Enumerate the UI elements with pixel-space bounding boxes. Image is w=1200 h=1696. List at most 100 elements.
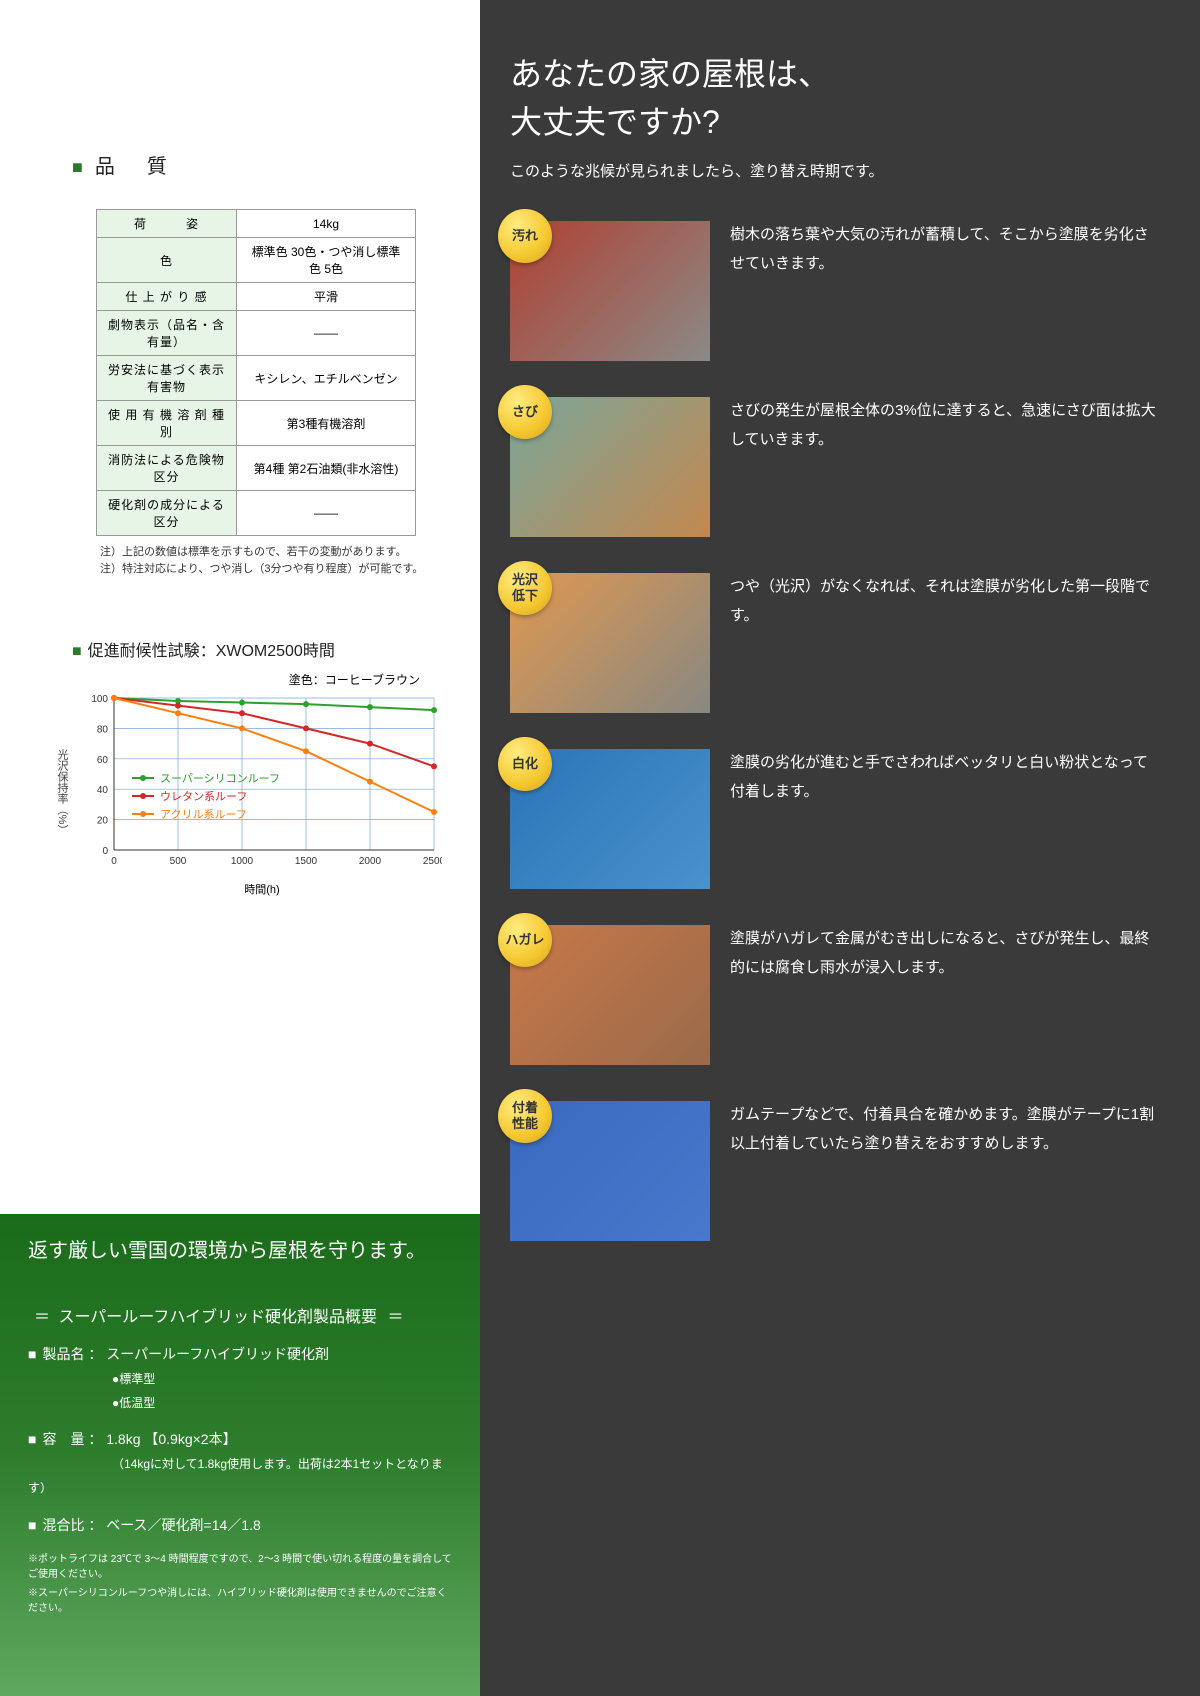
overview-sub: ●標準型 bbox=[112, 1372, 155, 1386]
table-note: 注）特注対応により、つや消し（3分つや有り程度）が可能です。 bbox=[100, 561, 440, 578]
table-label: 色 bbox=[97, 238, 237, 283]
symptom-description: 塗膜の劣化が進むと手でさわればベッタリと白い粉状となって付着します。 bbox=[730, 749, 1160, 889]
table-row: 色標準色 30色・つや消し標準色 5色 bbox=[97, 238, 416, 283]
symptom-image: 汚れ bbox=[510, 221, 710, 361]
table-note: 注）上記の数値は標準を示すもので、若干の変動があります。 bbox=[100, 544, 440, 561]
svg-text:60: 60 bbox=[97, 755, 109, 766]
line-chart: 02040608010005001000150020002500スーパーシリコン… bbox=[82, 692, 442, 872]
green-band: 返す厳しい雪国の環境から屋根を守ります。 ＝ スーパールーフハイブリッド硬化剤製… bbox=[0, 1214, 480, 1696]
symptom-tag: 汚れ bbox=[498, 209, 552, 263]
symptom-tag: ハガレ bbox=[498, 913, 552, 967]
table-label: 硬化剤の成分による区分 bbox=[97, 491, 237, 536]
symptom-item: 光沢低下つや（光沢）がなくなれば、それは塗膜が劣化した第一段階です。 bbox=[510, 573, 1160, 713]
table-label: 劇物表示（品名・含有量） bbox=[97, 311, 237, 356]
overview-footnote: ※スーパーシリコンルーフつや消しには、ハイブリッド硬化剤は使用できませんのでご注… bbox=[28, 1586, 452, 1616]
table-row: 労安法に基づく表示有害物キシレン、エチルベンゼン bbox=[97, 356, 416, 401]
weathering-chart: 光沢保持率（%） 0204060801000500100015002000250… bbox=[82, 692, 442, 892]
symptom-description: ガムテープなどで、付着具合を確かめます。塗膜がテープに1割以上付着していたら塗り… bbox=[730, 1101, 1160, 1241]
chart-ylabel: 光沢保持率（%） bbox=[54, 749, 70, 836]
svg-text:0: 0 bbox=[102, 846, 108, 857]
svg-text:ウレタン系ルーフ: ウレタン系ルーフ bbox=[160, 790, 247, 803]
chart-heading-text: 促進耐候性試験 bbox=[88, 643, 200, 660]
table-value: —— bbox=[237, 491, 416, 536]
symptom-item: 汚れ樹木の落ち葉や大気の汚れが蓄積して、そこから塗膜を劣化させていきます。 bbox=[510, 221, 1160, 361]
symptom-tag: 白化 bbox=[498, 737, 552, 791]
quality-section: ■ 品 質 荷 姿14kg色標準色 30色・つや消し標準色 5色仕 上 が り 感… bbox=[0, 0, 480, 577]
chart-xlabel: 時間(h) bbox=[82, 881, 442, 897]
svg-text:100: 100 bbox=[91, 694, 108, 705]
table-label: 仕 上 が り 感 bbox=[97, 283, 237, 311]
right-column: あなたの家の屋根は、 大丈夫ですか? このような兆候が見られましたら、塗り替え時… bbox=[480, 0, 1200, 1696]
table-row: 荷 姿14kg bbox=[97, 210, 416, 238]
overview-heading-text: スーパールーフハイブリッド硬化剤製品概要 bbox=[58, 1309, 377, 1326]
overview-item: ■製品名 ： スーパールーフハイブリッド硬化剤●標準型●低温型 bbox=[28, 1343, 452, 1414]
svg-text:500: 500 bbox=[170, 856, 187, 867]
quality-heading-text: 品 質 bbox=[95, 156, 173, 178]
overview-footnote: ※ポットライフは 23℃で 3～4 時間程度ですので、2～3 時間で使い切れる程… bbox=[28, 1552, 452, 1582]
overview-heading: ＝ スーパールーフハイブリッド硬化剤製品概要 ＝ bbox=[28, 1303, 452, 1327]
overview-item: ■混合比 ： ベース／硬化剤=14／1.8 bbox=[28, 1514, 452, 1538]
symptom-item: ハガレ塗膜がハガレて金属がむき出しになると、さびが発生し、最終的には腐食し雨水が… bbox=[510, 925, 1160, 1065]
overview-item: ■容 量 ： 1.8kg 【0.9kg×2本】（14kgに対して1.8kg使用し… bbox=[28, 1428, 452, 1499]
symptom-image: 付着性能 bbox=[510, 1101, 710, 1241]
svg-text:40: 40 bbox=[97, 785, 109, 796]
overview-note: （14kgに対して1.8kg使用します。出荷は2本1セットとなります） bbox=[28, 1457, 443, 1495]
table-value: 平滑 bbox=[237, 283, 416, 311]
right-title-line1: あなたの家の屋根は、 bbox=[510, 56, 830, 92]
table-value: キシレン、エチルベンゼン bbox=[237, 356, 416, 401]
table-value: 標準色 30色・つや消し標準色 5色 bbox=[237, 238, 416, 283]
svg-text:2500: 2500 bbox=[423, 856, 442, 867]
chart-heading: ■ 促進耐候性試験：XWOM2500時間 bbox=[72, 637, 440, 661]
svg-text:0: 0 bbox=[111, 856, 117, 867]
symptom-description: さびの発生が屋根全体の3%位に達すると、急速にさび面は拡大していきます。 bbox=[730, 397, 1160, 537]
symptom-description: 樹木の落ち葉や大気の汚れが蓄積して、そこから塗膜を劣化させていきます。 bbox=[730, 221, 1160, 361]
left-column: ■ 品 質 荷 姿14kg色標準色 30色・つや消し標準色 5色仕 上 が り 感… bbox=[0, 0, 480, 1696]
double-bar-icon: ＝ bbox=[34, 1309, 48, 1326]
symptom-image: ハガレ bbox=[510, 925, 710, 1065]
square-marker-icon: ■ bbox=[72, 643, 82, 660]
svg-text:アクリル系ルーフ: アクリル系ルーフ bbox=[160, 808, 247, 821]
svg-text:スーパーシリコンルーフ: スーパーシリコンルーフ bbox=[160, 772, 280, 785]
symptom-description: つや（光沢）がなくなれば、それは塗膜が劣化した第一段階です。 bbox=[730, 573, 1160, 713]
table-label: 労安法に基づく表示有害物 bbox=[97, 356, 237, 401]
table-value: 14kg bbox=[237, 210, 416, 238]
symptom-item: 付着性能ガムテープなどで、付着具合を確かめます。塗膜がテープに1割以上付着してい… bbox=[510, 1101, 1160, 1241]
quality-heading: ■ 品 質 bbox=[72, 150, 440, 179]
table-value: 第3種有機溶剤 bbox=[237, 401, 416, 446]
square-marker-icon: ■ bbox=[28, 1517, 36, 1533]
square-marker-icon: ■ bbox=[28, 1431, 36, 1447]
table-value: 第4種 第2石油類(非水溶性) bbox=[237, 446, 416, 491]
table-row: 劇物表示（品名・含有量）—— bbox=[97, 311, 416, 356]
table-row: 使 用 有 機 溶 剤 種 別第3種有機溶剤 bbox=[97, 401, 416, 446]
chart-color-label: 塗色：コーヒーブラウン bbox=[72, 671, 420, 688]
quality-table: 荷 姿14kg色標準色 30色・つや消し標準色 5色仕 上 が り 感平滑劇物表… bbox=[96, 209, 416, 536]
quality-table-notes: 注）上記の数値は標準を示すもので、若干の変動があります。注）特注対応により、つや… bbox=[100, 544, 440, 577]
table-row: 消防法による危険物区分第4種 第2石油類(非水溶性) bbox=[97, 446, 416, 491]
green-banner-text: 返す厳しい雪国の環境から屋根を守ります。 bbox=[28, 1234, 452, 1263]
symptom-item: さびさびの発生が屋根全体の3%位に達すると、急速にさび面は拡大していきます。 bbox=[510, 397, 1160, 537]
svg-text:20: 20 bbox=[97, 816, 109, 827]
chart-heading-suffix: ：XWOM2500時間 bbox=[200, 643, 335, 660]
double-bar-icon: ＝ bbox=[387, 1309, 401, 1326]
table-row: 仕 上 が り 感平滑 bbox=[97, 283, 416, 311]
symptom-image: 白化 bbox=[510, 749, 710, 889]
table-label: 消防法による危険物区分 bbox=[97, 446, 237, 491]
symptom-image: さび bbox=[510, 397, 710, 537]
symptom-tag: さび bbox=[498, 385, 552, 439]
svg-text:80: 80 bbox=[97, 724, 109, 735]
symptom-description: 塗膜がハガレて金属がむき出しになると、さびが発生し、最終的には腐食し雨水が浸入し… bbox=[730, 925, 1160, 1065]
right-title: あなたの家の屋根は、 大丈夫ですか? bbox=[510, 50, 1160, 146]
svg-text:1500: 1500 bbox=[295, 856, 318, 867]
table-value: —— bbox=[237, 311, 416, 356]
symptom-item: 白化塗膜の劣化が進むと手でさわればベッタリと白い粉状となって付着します。 bbox=[510, 749, 1160, 889]
symptom-image: 光沢低下 bbox=[510, 573, 710, 713]
overview-sub: ●低温型 bbox=[112, 1396, 155, 1410]
symptom-tag: 光沢低下 bbox=[498, 561, 552, 615]
chart-section: ■ 促進耐候性試験：XWOM2500時間 塗色：コーヒーブラウン 光沢保持率（%）… bbox=[0, 577, 480, 892]
table-label: 荷 姿 bbox=[97, 210, 237, 238]
symptom-tag: 付着性能 bbox=[498, 1089, 552, 1143]
square-marker-icon: ■ bbox=[72, 157, 89, 177]
svg-text:1000: 1000 bbox=[231, 856, 254, 867]
table-label: 使 用 有 機 溶 剤 種 別 bbox=[97, 401, 237, 446]
square-marker-icon: ■ bbox=[28, 1346, 36, 1362]
